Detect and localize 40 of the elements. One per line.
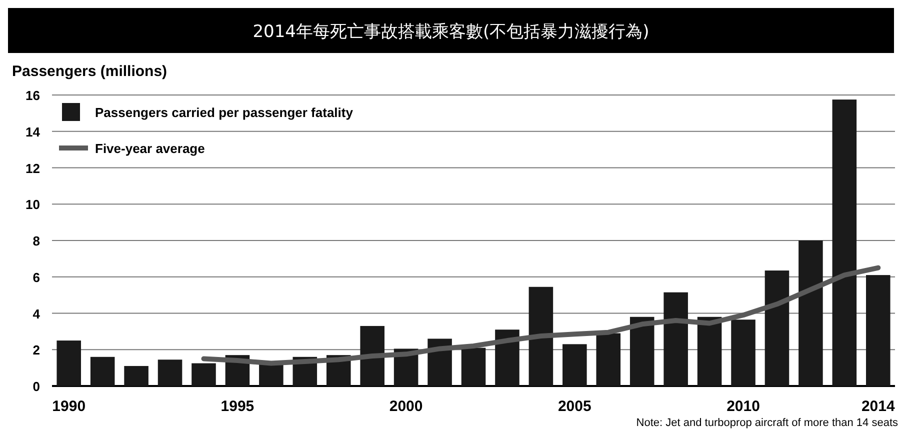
y-tick-label: 0 [32, 379, 40, 394]
bar [56, 340, 81, 386]
bar [630, 316, 654, 386]
bar [664, 292, 688, 386]
text: Note: Jet and turboprop aircraft of more than 14 seats [636, 417, 898, 429]
y-tick-label: 4 [32, 306, 41, 322]
bar [495, 330, 520, 386]
y-tick-label: 6 [32, 270, 40, 285]
bar [697, 316, 722, 386]
bar [360, 326, 384, 386]
bar [90, 356, 115, 386]
chart-title: 2014年每死亡事故搭載乘客數(不包括暴力滋擾行為) [252, 22, 650, 42]
legend-label: Passengers carried per passenger fatality [95, 105, 354, 120]
bar [764, 270, 790, 386]
bar [259, 364, 284, 386]
x-tick-label: 2014 [861, 398, 896, 415]
y-tick-label: 10 [26, 197, 40, 212]
bar [461, 348, 486, 386]
y-tick-label: 12 [26, 160, 40, 176]
x-tick-label: 2010 [726, 398, 760, 415]
y-tick-label: 16 [26, 88, 40, 103]
x-tick-label: 1990 [52, 398, 86, 415]
y-tick-label: 14 [26, 124, 41, 140]
y-tick-label: 8 [32, 234, 40, 248]
x-tick-label: 2005 [558, 398, 592, 415]
bar [124, 366, 148, 386]
legend-label: Five-year average [95, 141, 205, 156]
bar [731, 320, 756, 386]
bar [192, 363, 216, 386]
bar [562, 344, 587, 386]
x-tick-label: 1995 [220, 398, 254, 415]
bar [528, 286, 554, 386]
bar [866, 275, 890, 386]
bar [158, 360, 182, 386]
y-tick-label: 2 [32, 342, 40, 358]
x-tick-label: 2000 [389, 398, 423, 415]
bar [798, 240, 823, 386]
y-axis-title: Passengers (millions) [12, 63, 168, 80]
bar [596, 333, 621, 386]
bar [832, 100, 857, 386]
